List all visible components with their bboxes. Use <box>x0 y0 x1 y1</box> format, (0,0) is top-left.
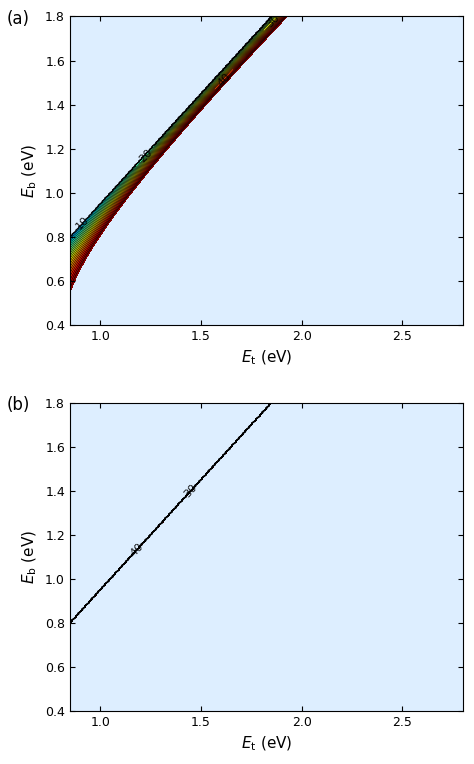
Text: (b): (b) <box>7 397 30 414</box>
Text: 40: 40 <box>215 71 232 88</box>
Text: 30: 30 <box>264 12 282 29</box>
X-axis label: $E_\mathrm{t}$ (eV): $E_\mathrm{t}$ (eV) <box>241 348 292 367</box>
X-axis label: $E_\mathrm{t}$ (eV): $E_\mathrm{t}$ (eV) <box>241 734 292 753</box>
Text: (a): (a) <box>7 10 30 28</box>
Text: 20: 20 <box>137 147 154 164</box>
Text: 10: 10 <box>74 214 91 231</box>
Text: 30: 30 <box>182 482 199 500</box>
Y-axis label: $E_\mathrm{b}$ (eV): $E_\mathrm{b}$ (eV) <box>21 529 39 584</box>
Y-axis label: $E_\mathrm{b}$ (eV): $E_\mathrm{b}$ (eV) <box>21 144 39 198</box>
Text: 40: 40 <box>128 541 146 558</box>
